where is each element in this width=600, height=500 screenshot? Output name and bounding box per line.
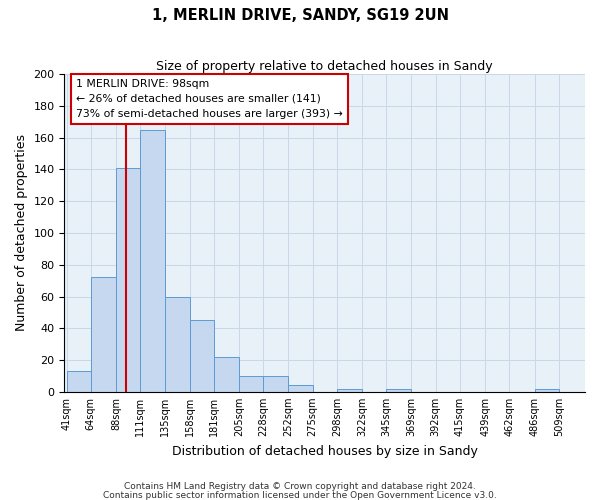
Bar: [289, 386, 313, 392]
Title: Size of property relative to detached houses in Sandy: Size of property relative to detached ho…: [157, 60, 493, 73]
Bar: [263, 376, 289, 392]
Bar: [239, 376, 263, 392]
Text: Contains public sector information licensed under the Open Government Licence v3: Contains public sector information licen…: [103, 490, 497, 500]
X-axis label: Distribution of detached houses by size in Sandy: Distribution of detached houses by size …: [172, 444, 478, 458]
Bar: [214, 357, 239, 392]
Bar: [386, 388, 412, 392]
Bar: [116, 168, 140, 392]
Bar: [190, 320, 214, 392]
Bar: [91, 278, 116, 392]
Text: Contains HM Land Registry data © Crown copyright and database right 2024.: Contains HM Land Registry data © Crown c…: [124, 482, 476, 491]
Bar: [67, 371, 91, 392]
Bar: [166, 296, 190, 392]
Bar: [535, 388, 559, 392]
Bar: [140, 130, 166, 392]
Y-axis label: Number of detached properties: Number of detached properties: [15, 134, 28, 332]
Bar: [337, 388, 362, 392]
Text: 1 MERLIN DRIVE: 98sqm
← 26% of detached houses are smaller (141)
73% of semi-det: 1 MERLIN DRIVE: 98sqm ← 26% of detached …: [76, 79, 343, 118]
Text: 1, MERLIN DRIVE, SANDY, SG19 2UN: 1, MERLIN DRIVE, SANDY, SG19 2UN: [151, 8, 449, 22]
